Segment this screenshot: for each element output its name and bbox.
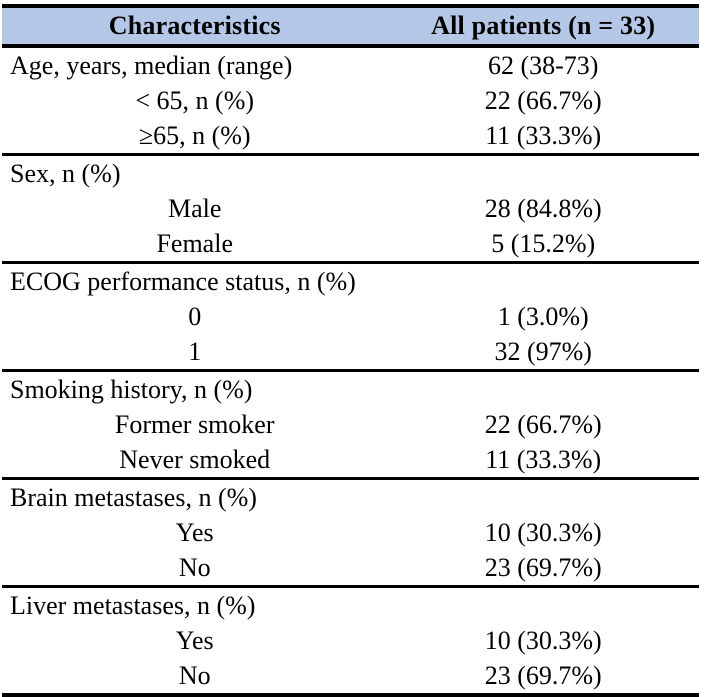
value-cell: 62 (38-73) (487, 50, 599, 80)
table-row: Female 5 (15.2%) (2, 226, 699, 263)
value-cell (387, 477, 699, 515)
table-row: 0 1 (3.0%) (2, 299, 699, 334)
value-cell: 10 (30.3%) (484, 517, 602, 547)
value-cell: 23 (69.7%) (484, 660, 602, 690)
characteristic-cell: Smoking history, n (%) (2, 369, 388, 407)
patient-characteristics-table: Characteristics All patients (n = 33) Ag… (2, 4, 699, 697)
value-cell: 5 (15.2%) (491, 228, 596, 258)
characteristic-cell: < 65, n (%) (135, 85, 255, 115)
table-row: Never smoked 11 (33.3%) (2, 442, 699, 479)
characteristic-cell: Liver metastases, n (%) (2, 585, 388, 623)
characteristic-cell: Male (168, 193, 222, 223)
characteristic-cell: Female (156, 228, 233, 258)
table-row: No 23 (69.7%) (2, 550, 699, 587)
value-cell (387, 261, 699, 299)
table-body: Age, years, median (range) 62 (38-73) < 65… (2, 46, 699, 695)
table-row: ≥65, n (%) 11 (33.3%) (2, 118, 699, 155)
value-cell: 11 (33.3%) (485, 444, 602, 474)
characteristic-cell: 0 (188, 301, 202, 331)
table-row: Smoking history, n (%) (2, 369, 699, 407)
value-cell (387, 369, 699, 407)
table-row: Brain metastases, n (%) (2, 477, 699, 515)
value-cell: 22 (66.7%) (484, 85, 602, 115)
characteristic-cell: No (178, 552, 211, 582)
table-header: Characteristics All patients (n = 33) (2, 6, 699, 48)
characteristic-cell: Brain metastases, n (%) (2, 477, 388, 515)
characteristic-cell: No (178, 660, 211, 690)
table-row: Yes 10 (30.3%) (2, 515, 699, 550)
characteristic-cell: Yes (175, 517, 214, 547)
characteristic-cell: ≥65, n (%) (138, 120, 251, 150)
table-row: Sex, n (%) (2, 153, 699, 191)
table-row: Male 28 (84.8%) (2, 191, 699, 226)
header-characteristics: Characteristics (2, 6, 388, 48)
value-cell: 1 (3.0%) (497, 301, 589, 331)
value-cell (387, 153, 699, 191)
value-cell (387, 585, 699, 623)
header-all-patients: All patients (n = 33) (387, 6, 699, 48)
table-row: ECOG performance status, n (%) (2, 261, 699, 299)
characteristic-cell: Age, years, median (range) (10, 50, 293, 80)
value-cell: 10 (30.3%) (484, 625, 602, 655)
value-cell: 28 (84.8%) (484, 193, 602, 223)
table-row: < 65, n (%) 22 (66.7%) (2, 83, 699, 118)
value-cell: 32 (97%) (494, 336, 592, 366)
table-row: Age, years, median (range) 62 (38-73) (2, 46, 699, 83)
table-row: Yes 10 (30.3%) (2, 623, 699, 658)
value-cell: 23 (69.7%) (484, 552, 602, 582)
characteristic-cell: Former smoker (114, 409, 275, 439)
characteristic-cell: 1 (188, 336, 202, 366)
characteristic-cell: ECOG performance status, n (%) (2, 261, 388, 299)
table-row: Liver metastases, n (%) (2, 585, 699, 623)
table-row: 1 32 (97%) (2, 334, 699, 371)
value-cell: 22 (66.7%) (484, 409, 602, 439)
characteristic-cell: Yes (175, 625, 214, 655)
header-row: Characteristics All patients (n = 33) (2, 6, 699, 48)
table-row: Former smoker 22 (66.7%) (2, 407, 699, 442)
characteristic-cell: Sex, n (%) (2, 153, 388, 191)
characteristic-cell: Never smoked (119, 444, 271, 474)
table-row: No 23 (69.7%) (2, 658, 699, 695)
value-cell: 11 (33.3%) (485, 120, 602, 150)
